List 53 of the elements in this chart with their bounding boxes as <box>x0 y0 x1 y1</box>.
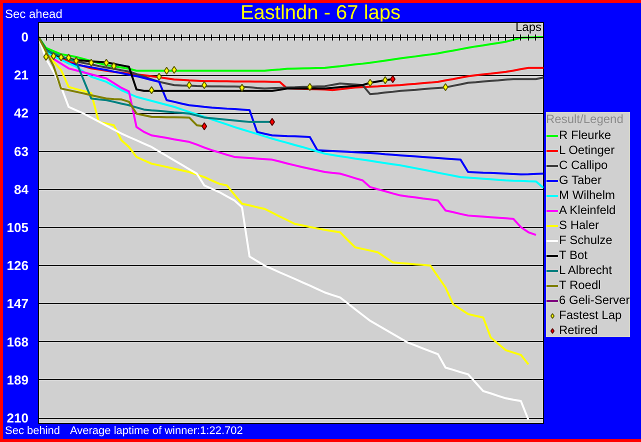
legend-label: L Albrecht <box>559 263 612 277</box>
point <box>390 75 396 84</box>
point <box>50 52 56 60</box>
point <box>73 56 80 65</box>
point <box>66 54 72 62</box>
legend-label: 6 Geli-Server <box>559 293 630 307</box>
legend-label: M Wilhelm <box>559 188 615 202</box>
point <box>201 81 208 90</box>
x-axis-title: Laps <box>515 20 542 34</box>
point <box>382 76 388 84</box>
y-tick-label: 0 <box>21 30 29 45</box>
y-tick-label: 84 <box>14 182 30 197</box>
point <box>186 81 192 90</box>
point <box>307 82 313 91</box>
y-tick-label: 21 <box>14 68 29 83</box>
legend-label: G Taber <box>559 173 602 187</box>
legend-title: Result/Legend <box>546 112 624 126</box>
point <box>156 72 162 81</box>
y-axis-title: Sec ahead <box>5 7 62 21</box>
y-tick-label: 210 <box>6 410 29 426</box>
y-tick-label: 42 <box>14 106 29 121</box>
legend-label: C Callipo <box>559 158 608 172</box>
point <box>171 66 178 74</box>
legend-label: T Roedl <box>559 278 601 292</box>
point <box>148 86 154 94</box>
legend-label: F Schulze <box>559 233 612 247</box>
y-tick-label: 105 <box>6 220 29 236</box>
point <box>88 58 94 67</box>
y-tick-label: 168 <box>6 334 29 350</box>
point <box>269 118 275 126</box>
point <box>43 52 49 61</box>
legend-label: R Fleurke <box>559 128 612 142</box>
point <box>111 62 117 70</box>
point <box>367 78 373 87</box>
y-tick-label: 63 <box>14 144 29 159</box>
legend-label: T Bot <box>559 248 588 262</box>
point <box>442 83 448 92</box>
y-tick-label: 189 <box>6 372 29 388</box>
point <box>104 58 110 67</box>
legend-label: L Oetinger <box>559 143 615 157</box>
legend-label: A Kleinfeld <box>559 203 616 217</box>
legend-label: Fastest Lap <box>559 308 622 322</box>
point <box>239 84 245 92</box>
point <box>58 53 64 62</box>
point <box>164 66 170 75</box>
y-tick-label: 147 <box>6 296 29 312</box>
text: Sec behind <box>5 425 60 438</box>
point <box>201 122 208 130</box>
legend-label: S Haler <box>559 218 600 232</box>
legend-label: Retired <box>559 323 598 337</box>
y-tick-label: 126 <box>6 258 29 274</box>
text: Average laptime of winner:1:22.702 <box>70 425 243 438</box>
chart-title: Eastlndn - 67 laps <box>240 2 401 24</box>
